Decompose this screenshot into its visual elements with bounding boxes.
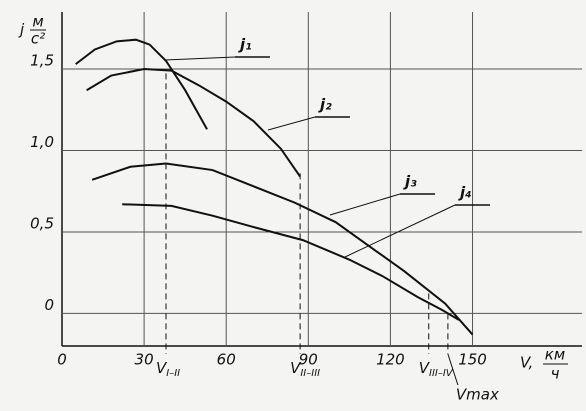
x-tick-label: 0: [57, 351, 67, 369]
marker-v: V: [156, 359, 168, 377]
x-tick-label: 150: [458, 351, 487, 369]
marker-label: Vmax: [456, 386, 499, 404]
x-tick-label: 30: [135, 351, 154, 369]
legend-label: j₄: [458, 184, 472, 202]
x-tick-label: 90: [299, 351, 318, 369]
legend-label: j₃: [403, 173, 417, 191]
marker-sub: III–IV: [429, 368, 454, 379]
series-line: [75, 38, 208, 130]
leader: [164, 56, 236, 61]
y-tick-label: 1,0: [30, 133, 54, 151]
leader: [329, 193, 401, 216]
legend-label: j₂: [318, 96, 332, 114]
leader: [344, 204, 456, 258]
x-unit-den: ч: [551, 365, 560, 383]
y-label: j: [18, 21, 25, 39]
marker-arrow: [447, 353, 459, 386]
leader: [267, 116, 316, 131]
marker-label: VI–II: [156, 359, 180, 380]
x-label: V,: [520, 354, 533, 372]
x-unit-num: км: [545, 346, 565, 364]
series-line: [122, 203, 460, 321]
series-line: [91, 162, 474, 336]
y-tick-label: 0: [44, 296, 54, 314]
x-tick-label: 60: [217, 351, 236, 369]
y-tick-label: 1,5: [30, 52, 54, 70]
marker-label: VIII–IV: [419, 359, 454, 380]
y-unit-den: с²: [31, 30, 45, 48]
legend-label: j₁: [238, 36, 252, 54]
y-tick-label: 0,5: [30, 214, 54, 232]
series-line: [86, 68, 301, 178]
marker-label: VII–III: [290, 359, 320, 380]
marker-sub: II–III: [300, 368, 320, 379]
marker-v: V: [419, 359, 431, 377]
marker-v: V: [290, 359, 302, 377]
marker-sub: I–II: [166, 368, 180, 379]
x-tick-label: 120: [376, 351, 405, 369]
y-unit-num: м: [32, 13, 43, 31]
